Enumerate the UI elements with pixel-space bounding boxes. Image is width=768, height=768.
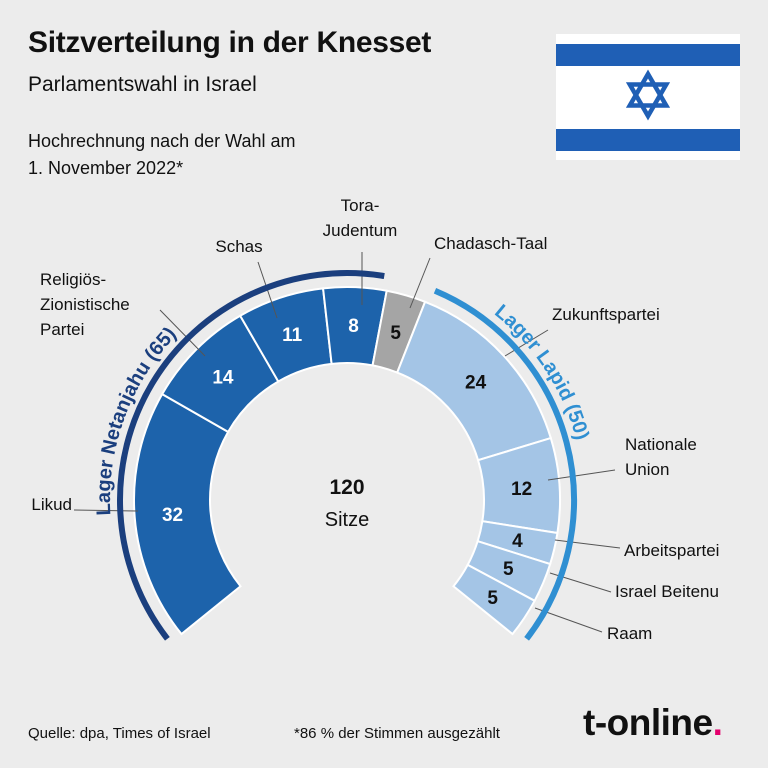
logo-text: t-online xyxy=(583,702,713,743)
party-label-schas: Schas xyxy=(215,237,262,256)
t-online-logo: t-online. xyxy=(583,702,723,744)
party-label-likud: Likud xyxy=(31,495,72,514)
seat-segment-raam xyxy=(452,563,536,636)
israel-flag-icon xyxy=(556,34,740,160)
seat-value-tora-judentum: 8 xyxy=(348,316,359,337)
center-unit-label: Sitze xyxy=(325,509,369,531)
seat-value-arbeitspartei: 4 xyxy=(512,531,523,552)
star-of-david-icon xyxy=(625,69,671,121)
seat-value-chadasch-taal: 5 xyxy=(390,323,401,344)
seat-value-zukunftspartei: 24 xyxy=(465,372,487,393)
seat-value-schas: 11 xyxy=(282,325,303,346)
logo-dot: . xyxy=(712,702,723,743)
party-label-raam: Raam xyxy=(607,624,652,643)
seat-value-raam: 5 xyxy=(487,588,498,609)
party-label-arbeitspartei: Arbeitspartei xyxy=(624,541,719,560)
party-label-religi-s-zionistische-partei-line-1: Religiös- xyxy=(40,270,106,289)
flag-stripe-bottom xyxy=(556,129,740,151)
leader-line-likud xyxy=(73,509,139,512)
source-text: Quelle: dpa, Times of Israel xyxy=(28,725,211,742)
leader-line-religi-s-zionistische-partei xyxy=(159,309,206,357)
seat-value-nationale-union: 12 xyxy=(511,479,532,500)
party-label-israel-beitenu: Israel Beitenu xyxy=(615,582,719,601)
bloc-arc-netanjahu xyxy=(117,270,385,641)
party-label-tora-judentum-line-2: Judentum xyxy=(323,221,398,240)
party-label-nationale-union-line-2: Union xyxy=(625,460,669,479)
leader-line-zukunftspartei xyxy=(504,329,549,357)
party-label-zukunftspartei: Zukunftspartei xyxy=(552,305,660,324)
party-label-tora-judentum-line-1: Tora- xyxy=(341,196,380,215)
chart-title: Sitzverteilung in der Knesset xyxy=(28,26,432,59)
bloc-arc-lapid xyxy=(433,287,577,641)
footnote-text: *86 % der Stimmen ausgezählt xyxy=(294,725,500,742)
note-line-2: 1. November 2022* xyxy=(28,158,184,178)
party-label-religi-s-zionistische-partei-line-2: Zionistische xyxy=(40,295,130,314)
chart-note: Hochrechnung nach der Wahl am 1. Novembe… xyxy=(28,128,428,182)
leader-line-arbeitspartei xyxy=(554,539,621,549)
party-label-chadasch-taal: Chadasch-Taal xyxy=(434,234,547,253)
seat-value-israel-beitenu: 5 xyxy=(503,559,514,580)
leader-line-nationale-union xyxy=(547,469,616,481)
party-label-nationale-union-line-1: Nationale xyxy=(625,435,697,454)
note-line-1: Hochrechnung nach der Wahl am xyxy=(28,131,296,151)
seat-segment-likud xyxy=(133,392,242,636)
leader-line-chadasch-taal xyxy=(409,257,431,309)
seat-value-religi-s-zionistische-partei: 14 xyxy=(212,368,234,389)
center-total: 120 xyxy=(329,476,364,499)
flag-stripe-top xyxy=(556,44,740,66)
party-label-religi-s-zionistische-partei-line-3: Partei xyxy=(40,320,84,339)
chart-subtitle: Parlamentswahl in Israel xyxy=(28,73,257,96)
seat-value-likud: 32 xyxy=(162,505,183,526)
